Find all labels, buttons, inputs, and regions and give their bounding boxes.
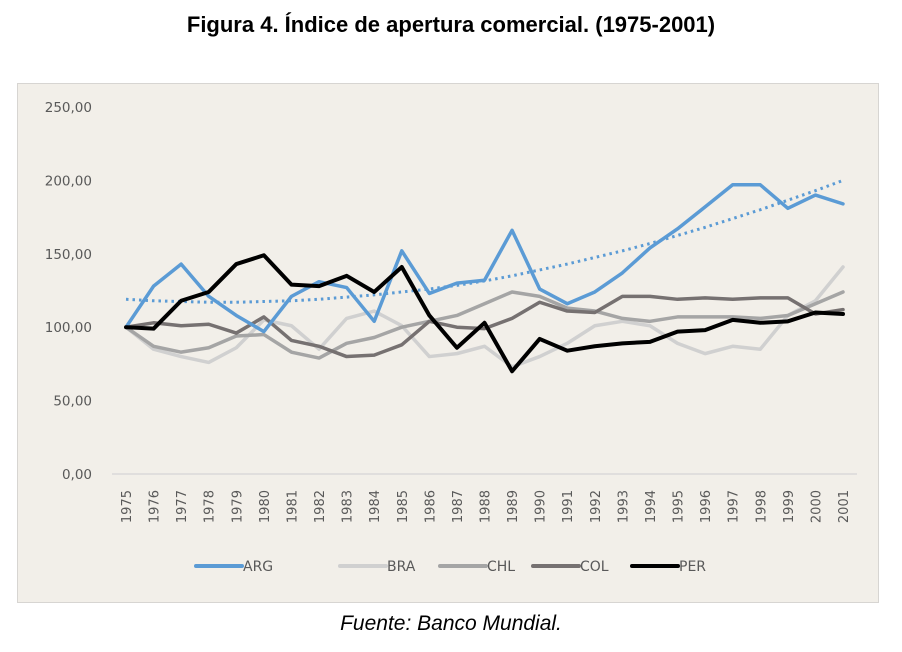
x-tick-label: 2000 xyxy=(809,490,824,523)
y-tick-label: 50,00 xyxy=(53,394,92,410)
x-tick-label: 1997 xyxy=(727,490,742,523)
legend-label-col: COL xyxy=(580,559,609,575)
y-tick-label: 150,00 xyxy=(45,247,92,263)
x-tick-label: 1986 xyxy=(423,490,438,523)
x-tick-label: 1991 xyxy=(561,490,576,523)
x-tick-label: 1987 xyxy=(451,490,466,523)
y-tick-label: 0,00 xyxy=(62,467,92,483)
x-tick-label: 1990 xyxy=(534,490,549,523)
legend-label-chl: CHL xyxy=(487,559,515,575)
x-tick-label: 1984 xyxy=(368,490,383,523)
series-lines xyxy=(124,178,845,374)
y-tick-label: 100,00 xyxy=(45,320,92,336)
series-arg xyxy=(124,183,845,334)
chart-area xyxy=(17,83,879,603)
x-tick-label: 1993 xyxy=(616,490,631,523)
x-tick-label: 1994 xyxy=(644,490,659,523)
line-arg xyxy=(124,183,845,334)
x-tick-label: 2001 xyxy=(837,490,852,523)
x-tick-label: 1992 xyxy=(589,490,604,523)
x-tick-label: 1995 xyxy=(672,490,687,523)
x-tick-label: 1985 xyxy=(396,490,411,523)
chart-title: Figura 4. Índice de apertura comercial. … xyxy=(186,12,716,37)
x-tick-label: 1983 xyxy=(341,490,356,523)
x-tick-label: 1980 xyxy=(258,490,273,523)
x-tick-label: 1998 xyxy=(754,490,769,523)
series-col xyxy=(124,294,845,359)
y-tick-label: 200,00 xyxy=(45,173,92,189)
x-tick-label: 1989 xyxy=(506,490,521,523)
x-tick-label: 1978 xyxy=(203,490,218,523)
source-caption: Fuente: Banco Mundial. xyxy=(340,612,562,635)
x-tick-label: 1982 xyxy=(313,490,328,523)
y-tick-label: 250,00 xyxy=(45,100,92,116)
x-tick-label: 1975 xyxy=(120,490,135,523)
series-per xyxy=(124,253,845,374)
x-tick-label: 1977 xyxy=(175,490,190,523)
x-tick-label: 1988 xyxy=(479,490,494,523)
legend: ARG BRA CHL COL PER xyxy=(194,559,706,575)
series-bra xyxy=(124,265,845,369)
arg-trendline xyxy=(125,178,844,304)
x-tick-label: 1999 xyxy=(782,490,797,523)
x-tick-label: 1979 xyxy=(230,490,245,523)
legend-label-bra: BRA xyxy=(387,559,416,575)
legend-label-arg: ARG xyxy=(243,559,273,575)
x-axis: 1975 1976 1977 1978 1979 1980 1981 1982 1983 1984… xyxy=(120,490,852,523)
x-tick-label: 1996 xyxy=(699,490,714,523)
x-tick-label: 1976 xyxy=(148,490,163,523)
y-axis: 0,00 50,00 100,00 150,00 200,00 250,00 xyxy=(45,100,92,483)
legend-label-per: PER xyxy=(679,559,706,575)
x-tick-label: 1981 xyxy=(285,490,300,523)
